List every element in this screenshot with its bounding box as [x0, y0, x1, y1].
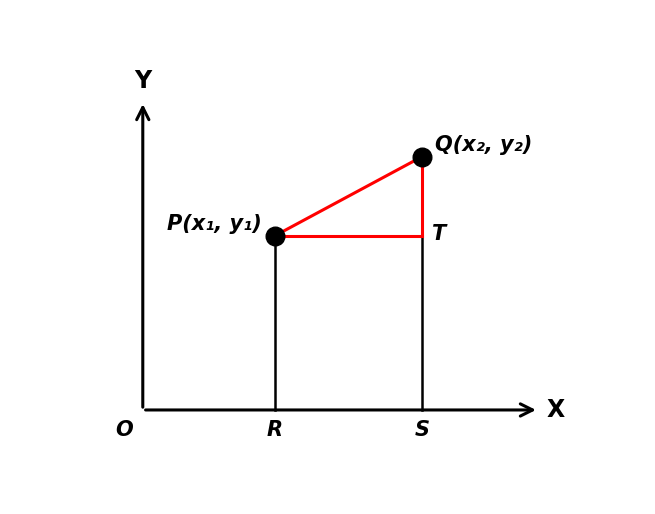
- Text: S: S: [415, 420, 430, 440]
- Text: Y: Y: [134, 69, 151, 94]
- Text: R: R: [267, 420, 283, 440]
- Text: P(x₁, y₁): P(x₁, y₁): [167, 214, 262, 234]
- Text: Q(x₂, y₂): Q(x₂, y₂): [435, 135, 532, 155]
- Text: T: T: [432, 224, 447, 244]
- Text: O: O: [115, 420, 132, 440]
- Point: [417, 153, 427, 161]
- Point: [270, 232, 280, 240]
- Text: X: X: [546, 398, 565, 422]
